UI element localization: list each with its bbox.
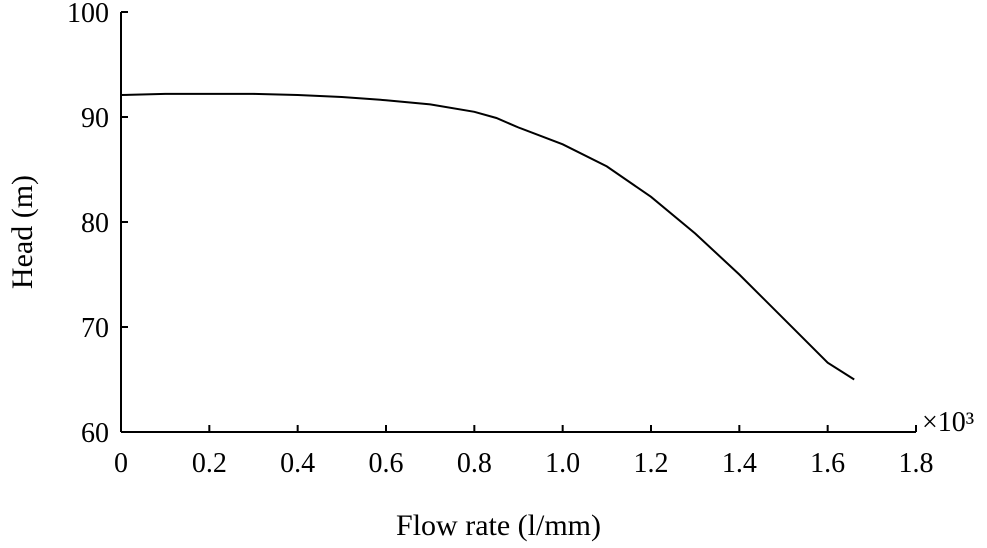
y-tick-label: 100 [67,0,109,29]
x-tick-label: 1.2 [634,448,669,479]
x-tick-label: 0.6 [369,448,404,479]
x-tick-label: 0.8 [457,448,492,479]
x-tick-label: 1.4 [722,448,757,479]
y-axis-ticks: 60 70 80 90 100 [67,0,128,449]
x-tick-label: 0 [114,448,128,479]
y-tick-label: 60 [81,418,109,449]
x-axis-ticks: 0 0.2 0.4 0.6 0.8 1.0 1.2 1.4 1.6 1.8 [114,425,934,479]
y-axis-title: Head (m) [6,175,39,289]
y-tick-label: 80 [81,208,109,239]
y-tick-label: 70 [81,313,109,344]
x-tick-label: 1.6 [810,448,845,479]
x-axis-title: Flow rate (l/mm) [396,509,601,542]
x-tick-label: 0.4 [280,448,315,479]
x-tick-label: 1.8 [899,448,934,479]
x-tick-label: 1.0 [545,448,580,479]
head-curve [120,92,855,381]
y-tick-label: 90 [81,103,109,134]
x-tick-label: 0.2 [192,448,227,479]
x-axis-multiplier-label: ×10³ [922,407,974,438]
